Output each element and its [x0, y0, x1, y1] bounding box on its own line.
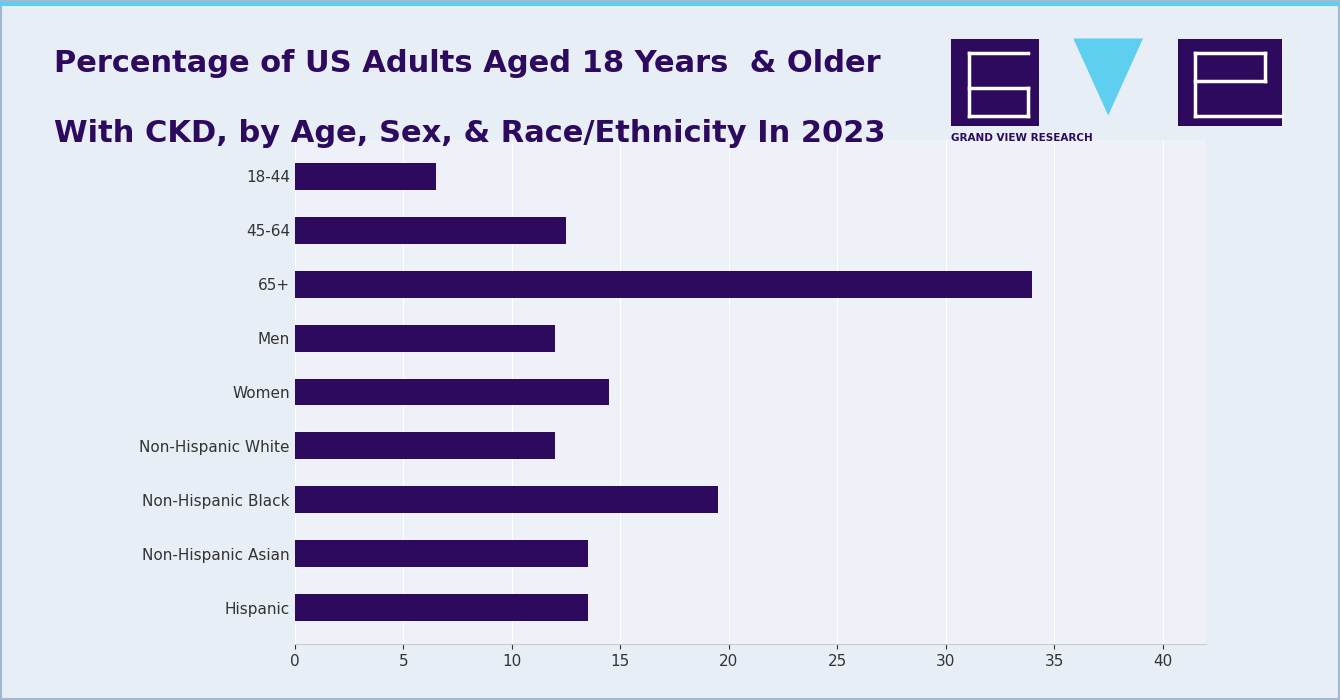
FancyBboxPatch shape — [951, 38, 1038, 126]
Bar — [295, 594, 588, 621]
Bar — [295, 486, 718, 513]
FancyBboxPatch shape — [1178, 38, 1282, 126]
Polygon shape — [1073, 38, 1143, 116]
Text: With CKD, by Age, Sex, & Race/Ethnicity In 2023: With CKD, by Age, Sex, & Race/Ethnicity … — [54, 119, 886, 148]
Bar — [295, 217, 565, 244]
Text: Percentage of US Adults Aged 18 Years  & Older: Percentage of US Adults Aged 18 Years & … — [54, 49, 880, 78]
Bar — [295, 271, 1032, 298]
Bar — [295, 325, 555, 351]
Text: GRAND VIEW RESEARCH: GRAND VIEW RESEARCH — [951, 133, 1093, 143]
Bar — [295, 433, 555, 459]
Bar — [295, 163, 436, 190]
Bar — [295, 540, 588, 567]
Bar — [295, 379, 610, 405]
